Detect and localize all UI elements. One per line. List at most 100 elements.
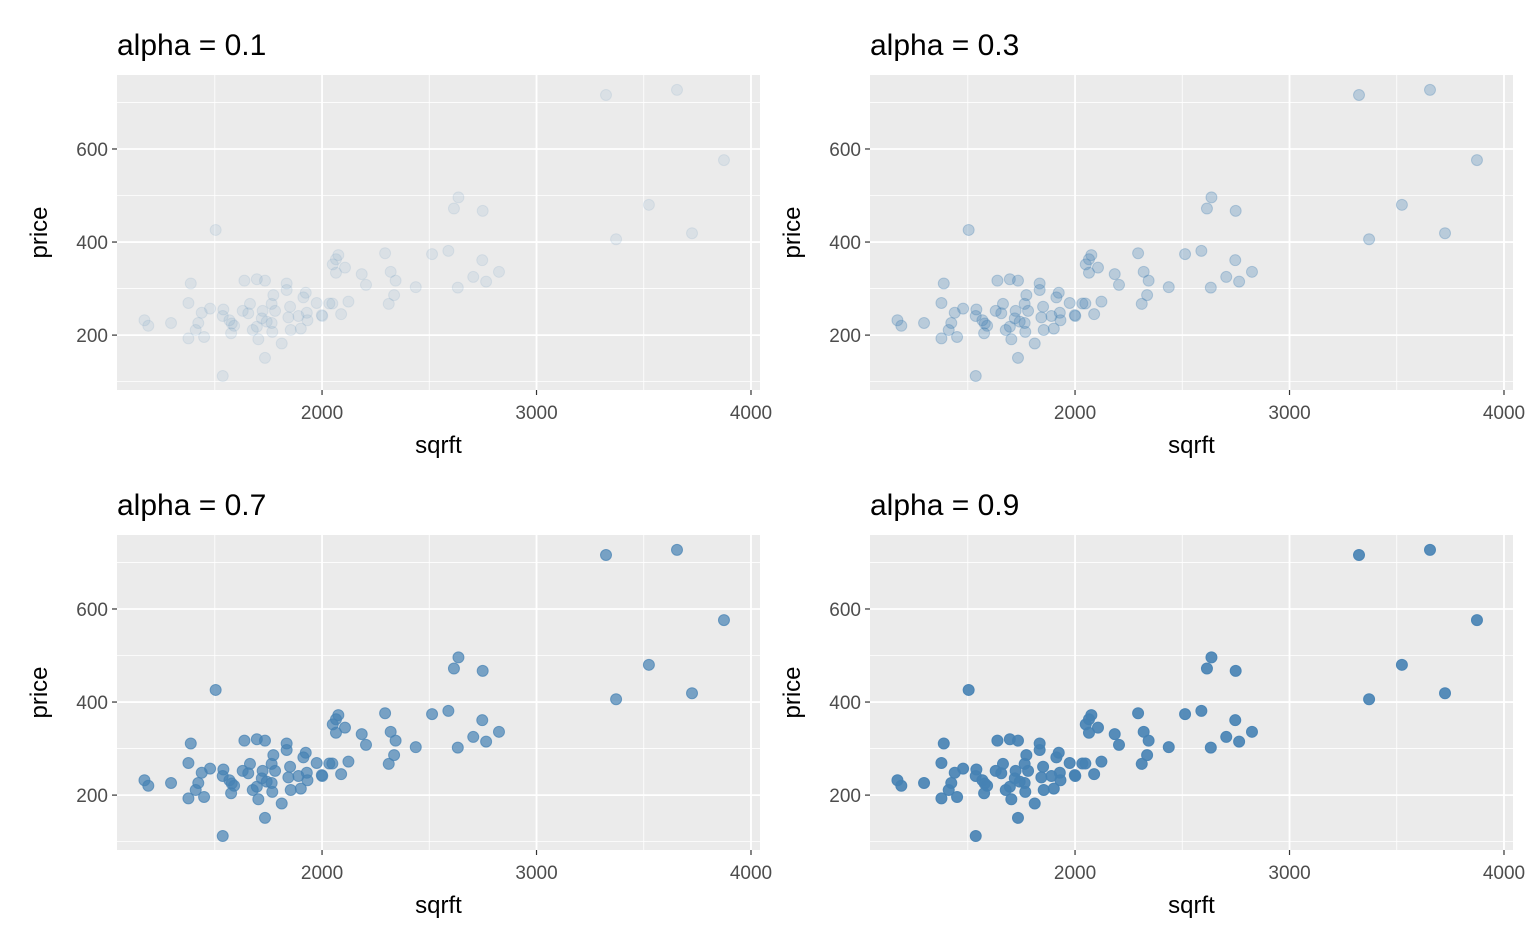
data-point xyxy=(242,767,255,780)
data-point xyxy=(1200,662,1213,675)
data-point xyxy=(138,314,151,327)
data-point xyxy=(942,783,955,796)
data-point xyxy=(1233,735,1246,748)
x-tick-label: 4000 xyxy=(730,863,772,884)
data-point xyxy=(1132,247,1145,260)
data-point xyxy=(1085,249,1098,262)
data-point xyxy=(999,323,1012,336)
data-point xyxy=(995,767,1008,780)
data-point xyxy=(332,249,345,262)
data-point xyxy=(189,783,202,796)
x-tick-label: 2000 xyxy=(301,403,343,424)
data-point xyxy=(1179,248,1192,261)
data-point xyxy=(1053,306,1066,319)
data-point xyxy=(243,297,256,310)
data-point xyxy=(1245,265,1258,278)
data-point xyxy=(1162,741,1175,754)
x-axis-label: sqrft xyxy=(1168,892,1215,919)
x-tick-label: 2000 xyxy=(1054,863,1096,884)
data-point xyxy=(1220,270,1233,283)
y-axis-label: price xyxy=(779,666,806,718)
data-point xyxy=(165,316,178,329)
data-point xyxy=(1179,708,1192,721)
y-tick-label: 600 xyxy=(829,140,861,161)
data-point xyxy=(1135,757,1148,770)
data-point xyxy=(326,757,339,770)
data-point xyxy=(1233,275,1246,288)
data-point xyxy=(948,306,961,319)
data-point xyxy=(1022,764,1035,777)
data-point xyxy=(326,297,339,310)
y-tick-label: 400 xyxy=(829,233,861,254)
data-point xyxy=(1229,664,1242,677)
data-point xyxy=(284,760,297,773)
data-point xyxy=(355,728,368,741)
data-point xyxy=(1423,83,1436,96)
data-point xyxy=(1395,658,1408,671)
data-point xyxy=(948,766,961,779)
data-point xyxy=(1069,310,1082,323)
data-point xyxy=(962,223,975,236)
data-point xyxy=(195,306,208,319)
data-point xyxy=(297,291,310,304)
data-point xyxy=(1008,312,1021,325)
data-point xyxy=(266,325,279,338)
y-tick-label: 400 xyxy=(76,693,108,714)
data-point xyxy=(265,297,278,310)
data-point xyxy=(294,782,307,795)
data-point xyxy=(1011,811,1024,824)
data-point xyxy=(467,730,480,743)
data-point xyxy=(216,310,229,323)
data-point xyxy=(1063,756,1076,769)
data-point xyxy=(1470,154,1483,167)
data-point xyxy=(301,774,314,787)
data-point xyxy=(182,296,195,309)
data-point xyxy=(918,776,931,789)
data-point xyxy=(426,248,439,261)
data-point xyxy=(957,302,970,315)
panel-background xyxy=(117,75,760,390)
data-point xyxy=(717,154,730,167)
data-point xyxy=(1047,322,1060,335)
data-point xyxy=(1022,304,1035,317)
data-point xyxy=(670,543,683,556)
y-axis-label: price xyxy=(779,206,806,258)
panel-background xyxy=(870,75,1513,390)
y-tick-label: 600 xyxy=(829,600,861,621)
data-point xyxy=(297,751,310,764)
y-tick-label: 200 xyxy=(829,786,861,807)
data-point xyxy=(1395,198,1408,211)
data-point xyxy=(978,317,991,330)
data-point xyxy=(492,725,505,738)
data-point xyxy=(991,734,1004,747)
data-point xyxy=(360,278,373,291)
data-point xyxy=(379,707,392,720)
data-point xyxy=(1135,297,1148,310)
data-point xyxy=(976,314,989,327)
y-axis-label: price xyxy=(26,206,53,258)
data-point xyxy=(1095,295,1108,308)
data-point xyxy=(480,735,493,748)
data-point xyxy=(1054,314,1067,327)
data-point xyxy=(969,310,982,323)
data-point xyxy=(1011,274,1024,287)
data-point xyxy=(335,768,348,781)
data-point xyxy=(1439,227,1452,240)
data-point xyxy=(1079,757,1092,770)
data-point xyxy=(1013,315,1026,328)
data-point xyxy=(895,319,908,332)
data-point xyxy=(1353,549,1366,562)
data-point xyxy=(1050,291,1063,304)
x-tick-label: 3000 xyxy=(515,403,557,424)
data-point xyxy=(258,351,271,364)
x-tick-label: 3000 xyxy=(1268,403,1310,424)
data-point xyxy=(1229,204,1242,217)
data-point xyxy=(1088,308,1101,321)
data-point xyxy=(280,277,293,290)
data-point xyxy=(995,307,1008,320)
data-point xyxy=(1137,265,1150,278)
data-point xyxy=(388,749,401,762)
data-point xyxy=(1439,687,1452,700)
data-point xyxy=(970,303,983,316)
data-point xyxy=(951,790,964,803)
